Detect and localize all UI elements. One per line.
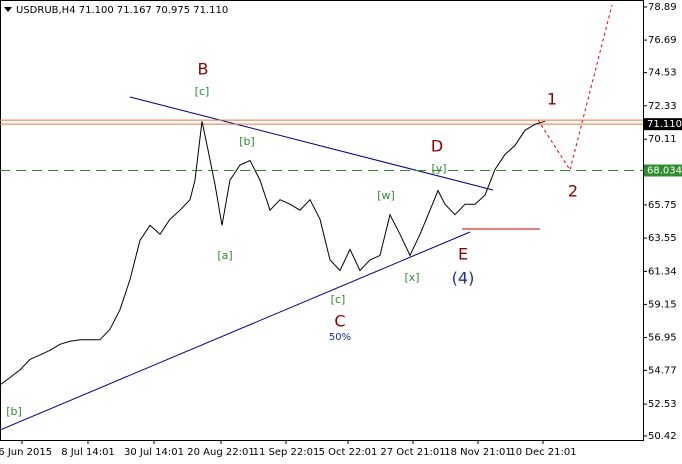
x-tick-label: 16 Jun 2015 (0, 447, 52, 458)
y-tick-label: 72.33 (648, 101, 677, 112)
y-tick-label: 52.53 (648, 399, 677, 410)
wave-label: [c] (331, 293, 346, 306)
x-tick-label: 10 Dec 21:01 (509, 447, 576, 458)
wave-label: [c] (195, 85, 210, 98)
wave-label: [b] (239, 135, 255, 148)
y-tick-label: 59.15 (648, 299, 677, 310)
y-tick-label: 76.69 (648, 35, 677, 46)
y-tick-label: 70.11 (648, 134, 677, 145)
symbol-icon (4, 7, 12, 12)
level-label-box (644, 118, 682, 131)
wave-label: [x] (404, 271, 419, 284)
chart-title: USDRUB,H4 71.100 71.167 70.975 71.110 (16, 5, 228, 16)
wave-label: (4) (452, 269, 475, 288)
price-line (0, 120, 546, 386)
x-tick-label: 30 Jul 14:01 (124, 447, 184, 458)
trendlines (0, 4, 613, 431)
x-tick-label: 20 Aug 22:01 (187, 447, 254, 458)
x-tick-label: 8 Jul 14:01 (61, 447, 115, 458)
wave-label: B (198, 60, 209, 79)
wave-label: 2 (568, 182, 578, 201)
wave-label: D (431, 137, 443, 156)
plot-frame (0, 0, 644, 441)
x-tick-label: 5 Oct 22:01 (319, 447, 378, 458)
wave-label: E (458, 245, 468, 264)
wave-label: [a] (217, 249, 232, 262)
wave-label: C (334, 312, 345, 331)
y-tick-label: 65.75 (648, 200, 677, 211)
wave-label: [y] (431, 162, 446, 175)
level-label: 71.110 (647, 119, 682, 130)
y-tick-label: 56.95 (648, 333, 677, 344)
wave-label: [w] (377, 189, 395, 202)
y-tick-label: 54.77 (648, 365, 677, 376)
wave-label: 1 (547, 90, 557, 109)
wave-label: [b] (6, 405, 22, 418)
level-label: 68.034 (647, 166, 682, 177)
x-tick-label: 27 Oct 21:01 (380, 447, 445, 458)
y-tick-label: 63.55 (648, 233, 677, 244)
y-tick-label: 78.89 (648, 2, 677, 13)
forecast-path (537, 4, 613, 172)
wave-label: 50% (329, 332, 351, 343)
x-tick-label: 11 Sep 22:01 (253, 447, 320, 458)
y-tick-label: 74.53 (648, 68, 677, 79)
x-tick-label: 18 Nov 21:01 (444, 447, 511, 458)
y-tick-label: 61.34 (648, 266, 677, 277)
trendline (0, 231, 471, 431)
trendline (129, 96, 494, 191)
level-label-box (644, 164, 682, 177)
y-tick-label: 50.42 (648, 431, 677, 442)
